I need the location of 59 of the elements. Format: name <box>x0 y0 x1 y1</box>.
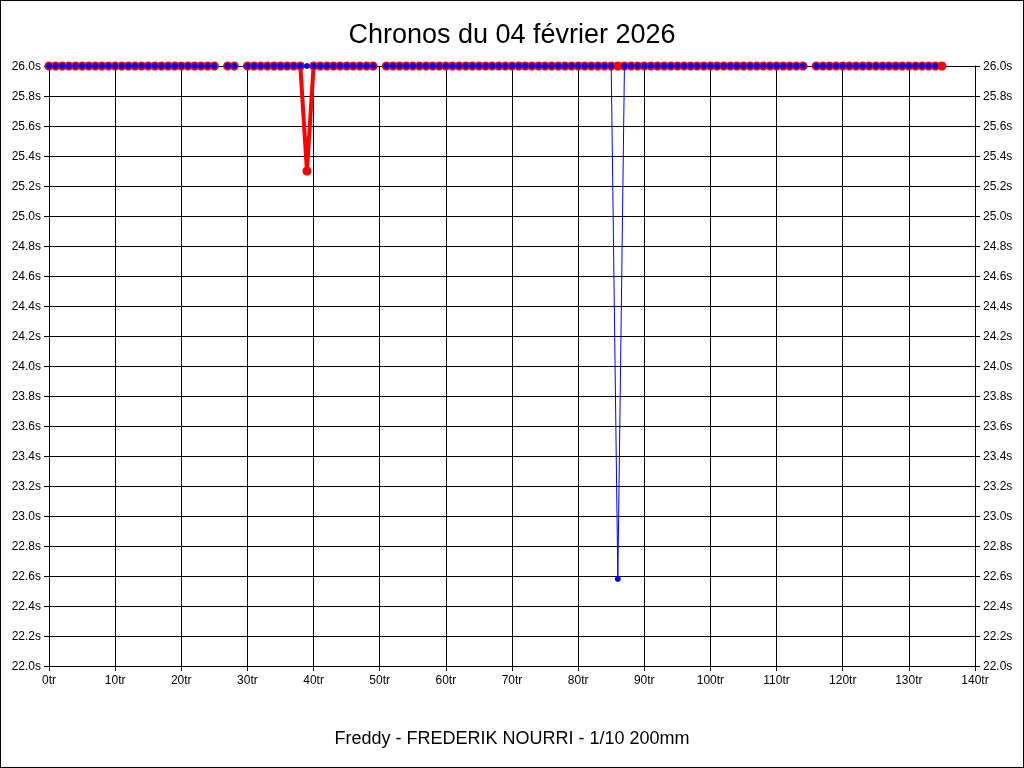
y2-tick-label: 24.2s <box>983 329 1013 343</box>
y-tick-label: 23.8s <box>11 389 41 403</box>
y-tick-label: 25.8s <box>11 89 41 103</box>
x-tick-label: 30tr <box>237 673 258 687</box>
y-tick-label: 24.6s <box>11 269 41 283</box>
x-tick-label: 90tr <box>633 673 655 687</box>
y2-tick-label: 25.0s <box>983 209 1013 223</box>
x-tick-label: 60tr <box>435 673 457 687</box>
y-tick-label: 22.0s <box>11 659 41 673</box>
y2-tick-label: 23.6s <box>983 419 1013 433</box>
y-tick-label: 25.6s <box>11 119 41 133</box>
y-tick-label: 23.0s <box>11 509 41 523</box>
y2-tick-label: 26.0s <box>983 59 1013 73</box>
y-tick-label: 22.8s <box>11 539 41 553</box>
y2-tick-label: 22.2s <box>983 629 1013 643</box>
x-tick-label: 0tr <box>41 673 57 687</box>
y2-tick-label: 25.8s <box>983 89 1013 103</box>
x-tick-label: 50tr <box>369 673 391 687</box>
x-tick-label: 110tr <box>763 673 790 687</box>
y2-tick-label: 23.8s <box>983 389 1013 403</box>
y2-tick-label: 22.4s <box>983 599 1013 613</box>
x-axis-title: Freddy - FREDERIK NOURRI - 1/10 200mm <box>334 728 690 748</box>
y-tick-label: 23.2s <box>11 479 41 493</box>
y-tick-label: 25.4s <box>11 149 41 163</box>
x-tick-label: 140tr <box>961 673 989 687</box>
x-tick-label: 40tr <box>303 673 324 687</box>
y2-tick-label: 23.2s <box>983 479 1013 493</box>
chart-title: Chronos du 04 février 2026 <box>348 18 676 49</box>
y2-tick-label: 23.4s <box>983 449 1013 463</box>
x-tick-label: 130tr <box>895 673 923 687</box>
y2-tick-label: 22.8s <box>983 539 1013 553</box>
y2-tick-label: 24.8s <box>983 239 1013 253</box>
y-tick-label: 24.4s <box>11 299 41 313</box>
y-tick-label: 25.2s <box>11 179 41 193</box>
y-tick-label: 25.0s <box>11 209 41 223</box>
x-tick-label: 20tr <box>170 673 192 687</box>
x-tick-label: 10tr <box>104 673 126 687</box>
y-tick-label: 24.0s <box>11 359 41 373</box>
x-tick-label: 80tr <box>567 673 589 687</box>
y-tick-label: 26.0s <box>11 59 41 73</box>
y-tick-label: 22.6s <box>11 569 41 583</box>
y2-tick-label: 24.6s <box>983 269 1013 283</box>
x-tick-label: 100tr <box>696 673 725 687</box>
y2-tick-label: 22.0s <box>983 659 1013 673</box>
y-tick-label: 23.6s <box>11 419 41 433</box>
y2-tick-label: 25.2s <box>983 179 1013 193</box>
y2-tick-label: 24.0s <box>983 359 1013 373</box>
y2-tick-label: 25.6s <box>983 119 1013 133</box>
y2-tick-label: 23.0s <box>983 509 1013 523</box>
x-tick-label: 120tr <box>829 673 857 687</box>
y2-tick-label: 24.4s <box>983 299 1013 313</box>
y2-tick-label: 22.6s <box>983 569 1013 583</box>
y2-tick-label: 25.4s <box>983 149 1013 163</box>
y-tick-label: 24.8s <box>11 239 41 253</box>
y-tick-label: 24.2s <box>11 329 41 343</box>
y-tick-label: 22.4s <box>11 599 41 613</box>
y-tick-label: 23.4s <box>11 449 41 463</box>
y-tick-label: 22.2s <box>11 629 41 643</box>
x-tick-label: 70tr <box>501 673 523 687</box>
